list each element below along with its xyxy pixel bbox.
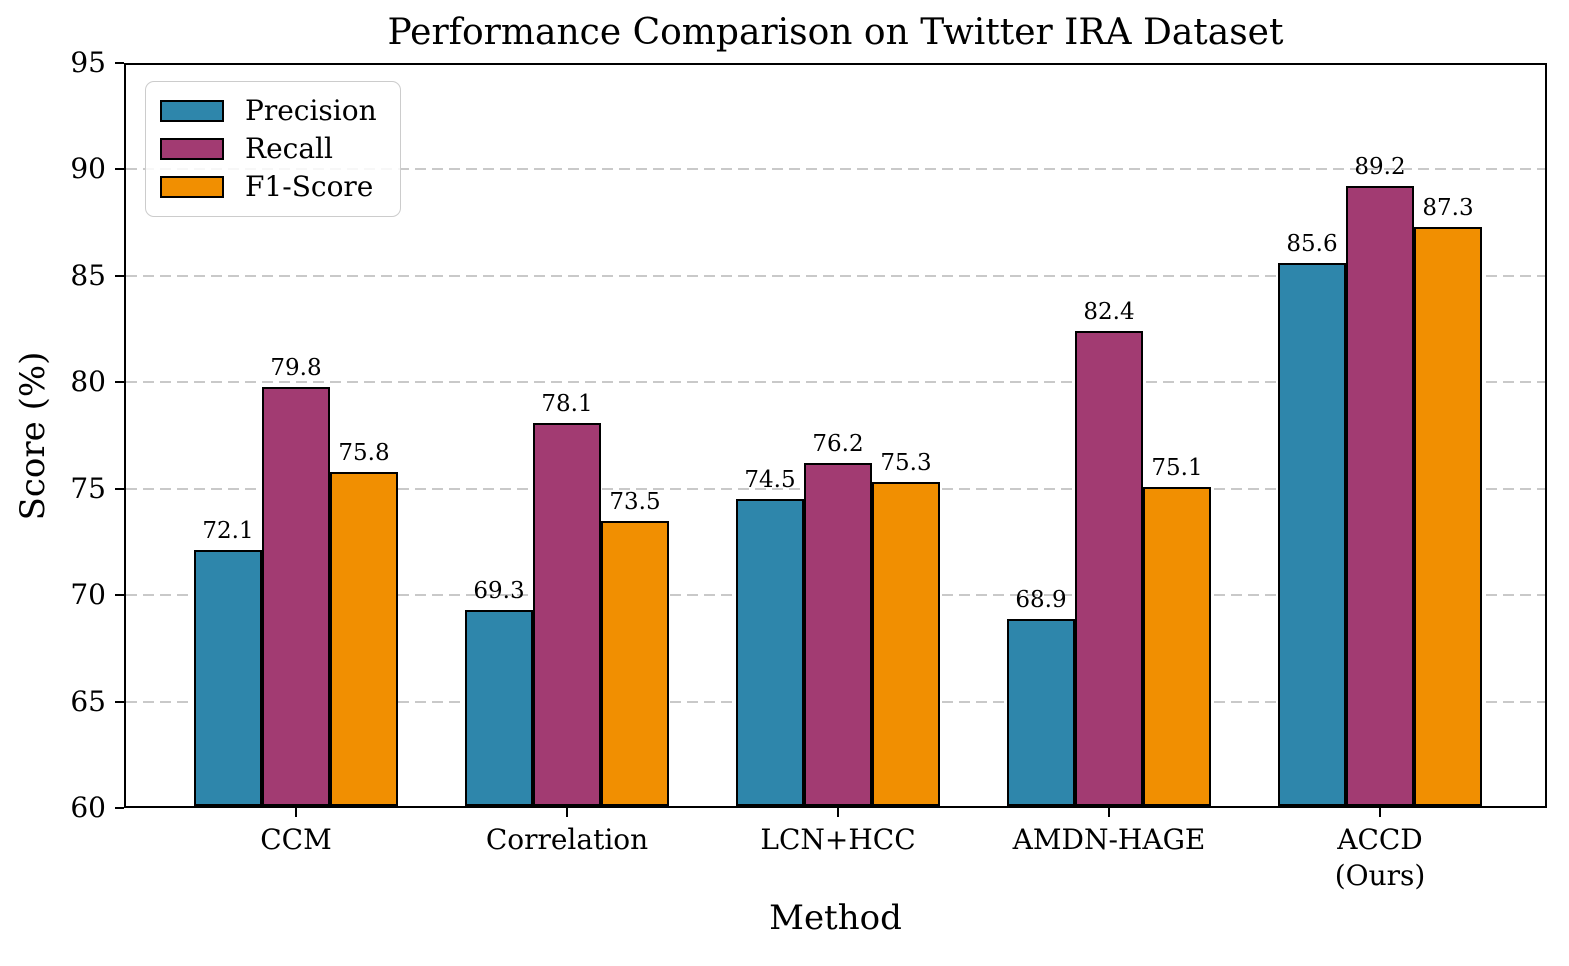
bar-recall-ccm xyxy=(262,386,330,806)
y-tick-75 xyxy=(115,487,124,490)
bar-f1-score-ccm xyxy=(330,471,398,806)
y-tick-label-75: 75 xyxy=(70,471,106,505)
bar-value-recall-ccm: 79.8 xyxy=(270,354,322,381)
y-tick-90 xyxy=(115,168,124,171)
bar-precision-correlation xyxy=(465,610,533,806)
bar-value-recall-lcn-hcc: 76.2 xyxy=(812,431,864,458)
y-tick-label-60: 60 xyxy=(70,791,106,824)
legend-item-f1-score: F1-Score xyxy=(160,171,384,203)
y-tick-80 xyxy=(115,381,124,384)
bar-value-f1-score-lcn-hcc: 75.3 xyxy=(880,450,932,477)
gridline-85 xyxy=(126,274,1545,277)
bar-value-precision-ccm: 72.1 xyxy=(202,518,254,545)
bar-f1-score-amdn-hage xyxy=(1143,486,1211,806)
chart-title: Performance Comparison on Twitter IRA Da… xyxy=(387,12,1284,53)
bar-precision-accd-ours xyxy=(1278,263,1346,806)
bar-recall-lcn-hcc xyxy=(804,463,872,806)
x-tick-label-ccm: CCM xyxy=(260,823,332,856)
legend-label-precision: Precision xyxy=(245,94,377,127)
y-tick-70 xyxy=(115,594,124,597)
legend-label-f1-score: F1-Score xyxy=(245,170,374,203)
x-tick-lcn-hcc xyxy=(837,808,839,817)
y-tick-label-70: 70 xyxy=(70,578,106,612)
bar-value-precision-lcn-hcc: 74.5 xyxy=(744,467,796,494)
x-tick-ccm xyxy=(295,808,297,817)
bar-recall-accd-ours xyxy=(1346,186,1414,806)
bar-value-recall-correlation: 78.1 xyxy=(541,390,593,417)
gridline-80 xyxy=(126,381,1545,384)
bar-f1-score-correlation xyxy=(601,520,669,806)
bar-recall-amdn-hage xyxy=(1075,331,1143,806)
bar-value-recall-amdn-hage: 82.4 xyxy=(1083,299,1135,326)
bar-value-recall-accd-ours: 89.2 xyxy=(1354,154,1406,181)
bar-value-f1-score-amdn-hage: 75.1 xyxy=(1151,454,1203,481)
bar-value-f1-score-correlation: 73.5 xyxy=(609,488,661,515)
y-tick-label-95: 95 xyxy=(70,46,106,79)
legend-label-recall: Recall xyxy=(245,132,333,165)
x-axis-label: Method xyxy=(769,898,902,938)
x-tick-accd-ours xyxy=(1379,808,1381,817)
y-tick-label-65: 65 xyxy=(70,684,106,718)
x-tick-label-correlation: Correlation xyxy=(485,823,649,856)
x-tick-label-amdn-hage: AMDN-HAGE xyxy=(1012,823,1206,856)
bar-value-precision-correlation: 69.3 xyxy=(473,578,525,605)
bar-precision-amdn-hage xyxy=(1007,618,1075,806)
legend-item-recall: Recall xyxy=(160,133,384,165)
x-tick-amdn-hage xyxy=(1108,808,1110,817)
bar-value-precision-accd-ours: 85.6 xyxy=(1286,231,1338,258)
y-tick-85 xyxy=(115,274,124,277)
y-tick-60 xyxy=(115,807,124,809)
gridline-90 xyxy=(126,168,1545,171)
bar-recall-correlation xyxy=(533,422,601,806)
bar-precision-ccm xyxy=(194,550,262,806)
y-tick-65 xyxy=(115,700,124,703)
x-tick-label-accd-ours: ACCD (Ours) xyxy=(1334,823,1426,892)
bar-f1-score-accd-ours xyxy=(1414,226,1482,806)
legend-swatch-recall xyxy=(160,138,224,160)
x-tick-correlation xyxy=(566,808,568,817)
y-tick-label-85: 85 xyxy=(70,258,106,292)
legend-swatch-precision xyxy=(160,100,224,122)
bar-precision-lcn-hcc xyxy=(736,499,804,806)
legend: Precision Recall F1-Score xyxy=(145,81,401,217)
y-tick-95 xyxy=(115,62,124,64)
x-tick-label-lcn-hcc: LCN+HCC xyxy=(760,823,916,856)
bar-value-f1-score-ccm: 75.8 xyxy=(338,439,390,466)
bar-f1-score-lcn-hcc xyxy=(872,482,940,806)
bar-value-f1-score-accd-ours: 87.3 xyxy=(1422,194,1474,221)
legend-swatch-f1-score xyxy=(160,176,224,198)
y-tick-label-90: 90 xyxy=(70,152,106,186)
y-tick-label-80: 80 xyxy=(70,365,106,399)
bar-value-precision-amdn-hage: 68.9 xyxy=(1015,586,1067,613)
legend-item-precision: Precision xyxy=(160,95,384,127)
